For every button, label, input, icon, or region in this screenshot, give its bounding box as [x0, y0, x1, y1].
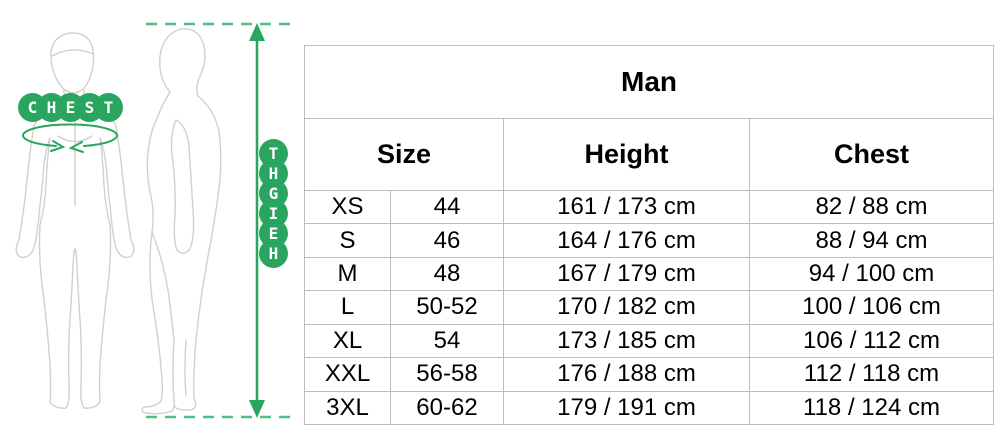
column-header-height: Height: [503, 118, 750, 191]
table-header-row: Size Height Chest: [304, 118, 994, 191]
height-measure: [146, 22, 298, 419]
size-code-cell: XXL: [304, 357, 391, 392]
column-header-size: Size: [304, 118, 504, 191]
chest-cell: 94 / 100 cm: [749, 256, 994, 292]
chest-cell: 88 / 94 cm: [749, 223, 994, 258]
arrow-right-icon: [50, 140, 66, 152]
chest-cell: 82 / 88 cm: [749, 189, 994, 225]
front-figure: [15, 32, 135, 409]
table-title: Man: [304, 45, 994, 119]
size-code-cell: S: [304, 223, 391, 258]
table-row: XL 54 173 / 185 cm 106 / 112 cm: [304, 323, 994, 359]
mannequin-diagram: [15, 22, 298, 419]
size-code-cell: M: [304, 256, 391, 292]
column-header-chest: Chest: [749, 118, 994, 191]
size-number-cell: 46: [390, 223, 504, 258]
size-number-cell: 60-62: [390, 390, 504, 426]
table-title-row: Man: [304, 45, 994, 119]
height-cell: 173 / 185 cm: [503, 323, 750, 359]
size-number-cell: 44: [390, 189, 504, 225]
size-number-cell: 50-52: [390, 290, 504, 325]
chest-measure: [22, 123, 118, 153]
letter-badge: T: [94, 93, 123, 122]
letter-badge: H: [259, 239, 288, 268]
chest-cell: 112 / 118 cm: [749, 357, 994, 392]
height-cell: 164 / 176 cm: [503, 223, 750, 258]
size-chart-table: Man Size Height Chest XS 44 161 / 173 cm 82…: [304, 45, 994, 426]
height-cell: 176 / 188 cm: [503, 357, 750, 392]
table-row: S 46 164 / 176 cm 88 / 94 cm: [304, 223, 994, 258]
chest-cell: 106 / 112 cm: [749, 323, 994, 359]
side-figure: [141, 28, 222, 415]
chest-ellipse: [22, 123, 118, 147]
size-number-cell: 54: [390, 323, 504, 359]
height-cell: 167 / 179 cm: [503, 256, 750, 292]
table-row: XXL 56-58 176 / 188 cm 112 / 118 cm: [304, 357, 994, 392]
size-code-cell: XS: [304, 189, 391, 225]
table-row: XS 44 161 / 173 cm 82 / 88 cm: [304, 189, 994, 225]
size-table-body: XS 44 161 / 173 cm 82 / 88 cm S 46 164 / 176 c…: [304, 189, 994, 426]
size-number-cell: 48: [390, 256, 504, 292]
size-code-cell: 3XL: [304, 390, 391, 426]
chest-cell: 118 / 124 cm: [749, 390, 994, 426]
height-cell: 179 / 191 cm: [503, 390, 750, 426]
table-row: 3XL 60-62 179 / 191 cm 118 / 124 cm: [304, 390, 994, 426]
arrow-down-icon: [249, 400, 265, 418]
height-cell: 161 / 173 cm: [503, 189, 750, 225]
arrow-up-icon: [249, 23, 265, 41]
chest-cell: 100 / 106 cm: [749, 290, 994, 325]
height-cell: 170 / 182 cm: [503, 290, 750, 325]
table-row: L 50-52 170 / 182 cm 100 / 106 cm: [304, 290, 994, 325]
table-row: M 48 167 / 179 cm 94 / 100 cm: [304, 256, 994, 292]
size-code-cell: XL: [304, 323, 391, 359]
size-code-cell: L: [304, 290, 391, 325]
arrow-left-icon: [68, 141, 84, 153]
size-number-cell: 56-58: [390, 357, 504, 392]
